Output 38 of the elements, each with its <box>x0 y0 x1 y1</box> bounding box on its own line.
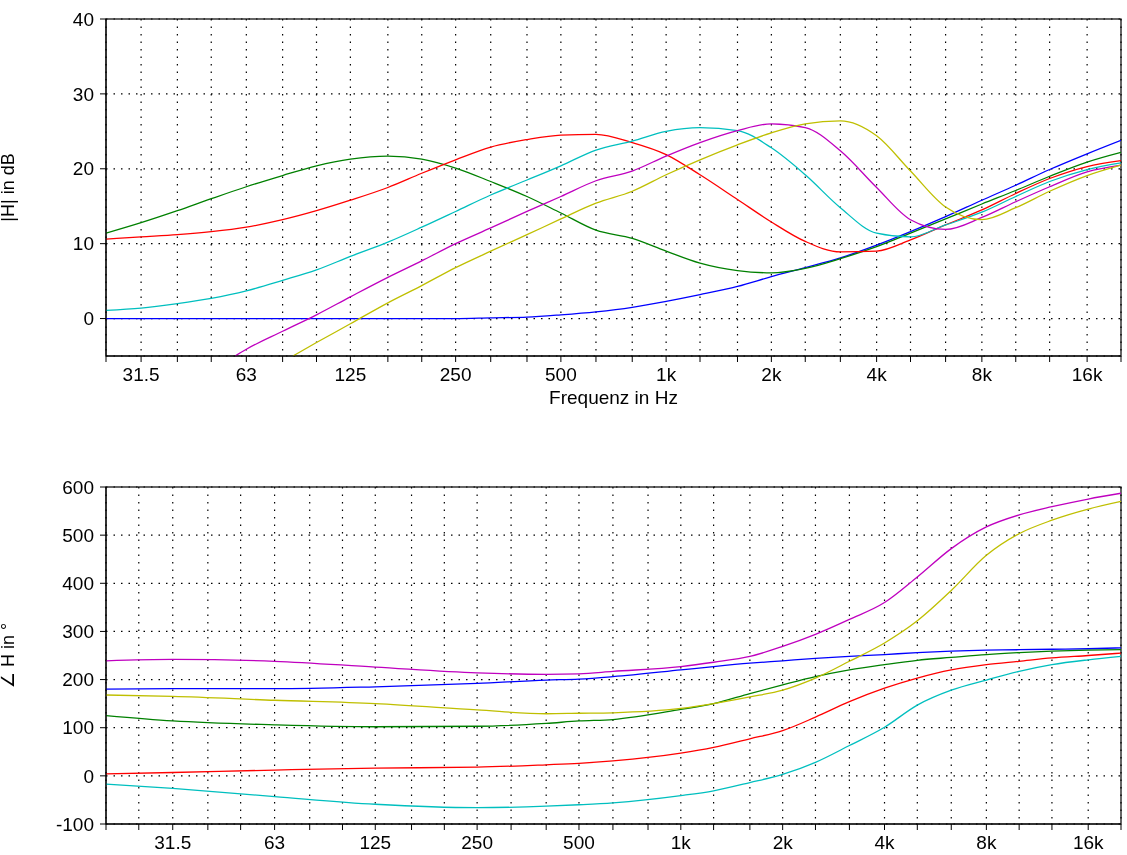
x-tick-label: 125 <box>359 832 392 854</box>
y-tick-label: 500 <box>62 524 94 546</box>
x-tick-label: 8k <box>971 364 993 386</box>
y-axis-title: ∠ H in ° <box>0 622 19 689</box>
y-tick-label: 0 <box>83 308 94 330</box>
x-tick-label: 16k <box>1072 832 1105 854</box>
x-tick-label: 2k <box>761 364 782 386</box>
x-tick-label: 250 <box>439 364 472 386</box>
y-tick-label: 10 <box>72 233 94 255</box>
x-tick-label: 1k <box>670 832 692 854</box>
y-tick-label: 600 <box>62 476 94 498</box>
x-tick-label: 4k <box>866 364 888 386</box>
y-tick-label: 100 <box>62 717 94 739</box>
y-tick-label: 0 <box>83 765 94 787</box>
x-tick-label: 63 <box>235 364 257 386</box>
x-tick-label: 16k <box>1071 364 1103 386</box>
x-tick-label: 31.5 <box>122 364 160 386</box>
x-tick-label: 1k <box>656 364 677 386</box>
y-tick-label: 300 <box>62 621 94 643</box>
x-tick-label: 250 <box>461 832 493 854</box>
x-tick-label: 31.5 <box>154 832 192 854</box>
x-tick-label: 500 <box>563 832 595 854</box>
y-tick-label: 200 <box>62 669 94 691</box>
y-tick-label: 30 <box>72 83 94 105</box>
y-tick-label: 40 <box>72 8 94 30</box>
x-axis-title: Frequenz in Hz <box>549 387 678 408</box>
x-tick-label: 500 <box>545 364 577 386</box>
x-tick-label: 8k <box>976 832 997 854</box>
line-series <box>106 133 1121 253</box>
y-tick-label: 400 <box>62 572 94 594</box>
y-axis-title: |H| in dB <box>0 153 19 222</box>
y-tick-label: -100 <box>55 813 94 835</box>
x-tick-label: 63 <box>264 832 286 854</box>
x-tick-label: 2k <box>772 832 794 854</box>
y-tick-label: 20 <box>72 158 94 180</box>
x-tick-label: 125 <box>334 364 367 386</box>
x-tick-label: 4k <box>874 832 896 854</box>
line-series <box>106 151 1121 274</box>
